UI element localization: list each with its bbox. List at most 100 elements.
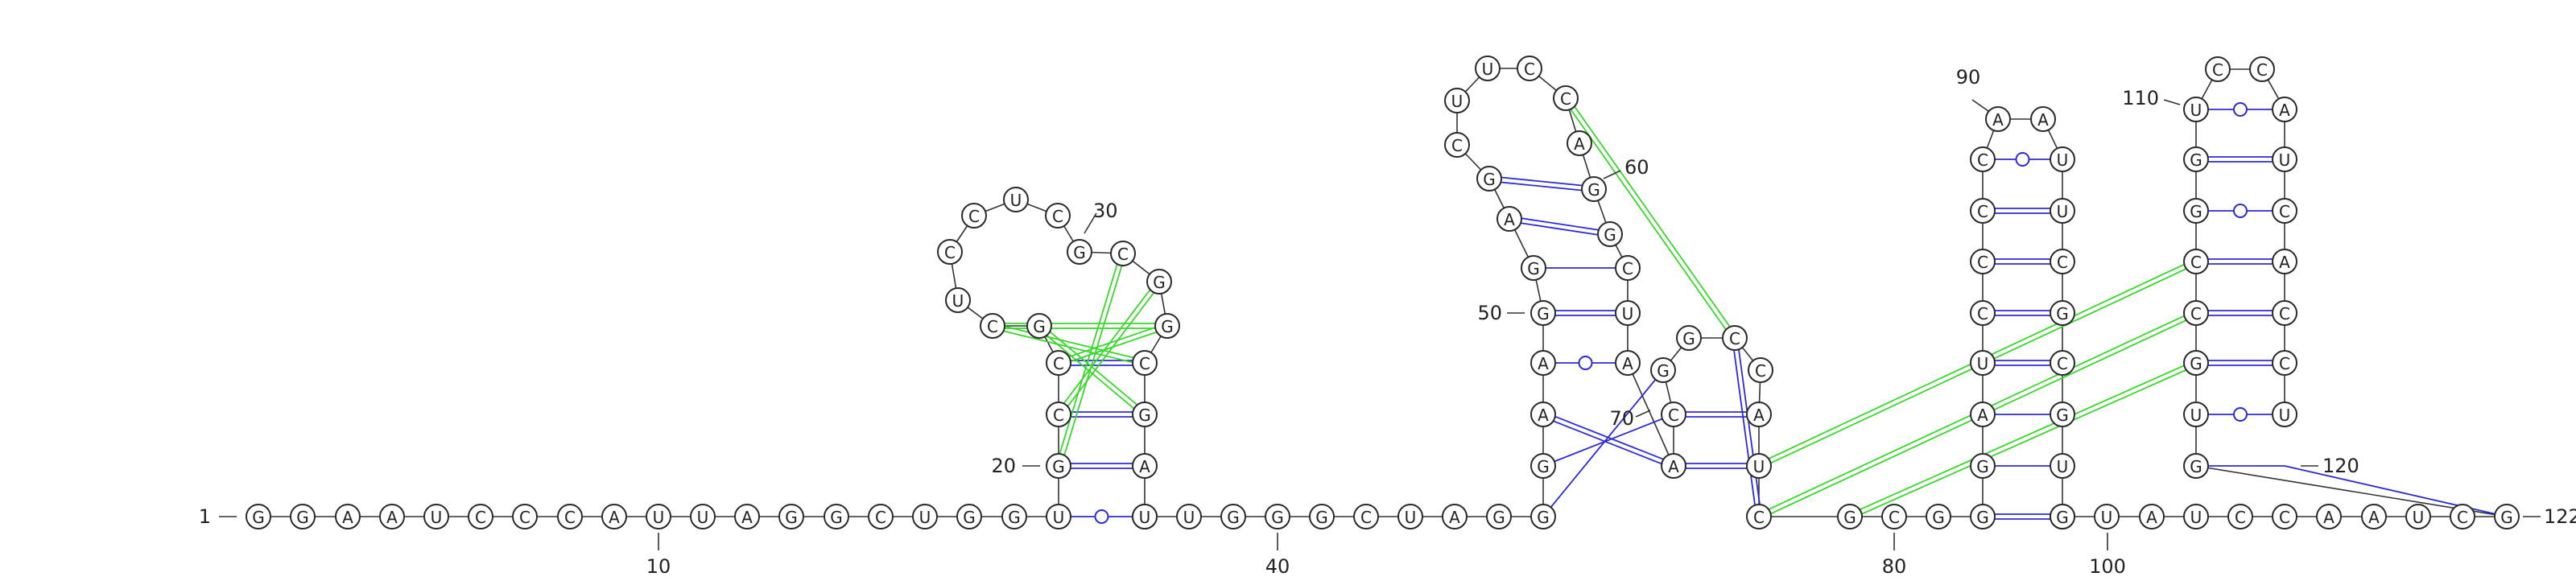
svg-text:C: C <box>2190 253 2202 272</box>
nucleotide-61: G <box>1581 176 1607 202</box>
svg-text:U: U <box>2279 150 2291 170</box>
position-tick <box>1603 170 1621 179</box>
nucleotide-4: A <box>379 504 405 529</box>
nucleotide-66: A <box>1661 453 1686 479</box>
nucleotide-16: U <box>912 504 938 529</box>
svg-text:A: A <box>342 508 353 527</box>
svg-text:A: A <box>386 508 398 527</box>
nucleotide-106: G <box>2494 504 2520 529</box>
svg-text:G: G <box>830 508 843 527</box>
nucleotide-51: G <box>1530 300 1556 326</box>
svg-text:C: C <box>2235 508 2246 527</box>
nucleotides: GGAAUCCCAUUAGGCUGGUGCCGCUCCUCGCGGCGAGUUG… <box>246 56 2520 529</box>
canonical-pair <box>1983 208 2062 214</box>
canonical-pair <box>1983 310 2062 316</box>
svg-text:U: U <box>2190 406 2202 425</box>
nucleotide-68: G <box>1650 357 1676 383</box>
nucleotide-52: G <box>1521 255 1546 281</box>
svg-text:G: G <box>1483 170 1496 189</box>
nucleotide-45: A <box>1442 504 1468 529</box>
nucleotide-26: C <box>937 239 963 265</box>
svg-text:U: U <box>697 508 709 527</box>
nucleotide-116: C <box>2249 56 2275 82</box>
nucleotide-24: C <box>980 313 1005 339</box>
nucleotide-115: C <box>2205 56 2231 82</box>
svg-text:G: G <box>2190 457 2202 476</box>
nucleotide-14: G <box>824 504 849 529</box>
position-tick <box>1635 410 1651 418</box>
nucleotide-27: C <box>961 203 987 229</box>
svg-text:G: G <box>1153 273 1166 292</box>
svg-text:C: C <box>987 317 998 336</box>
svg-text:C: C <box>1889 508 1900 527</box>
svg-text:U: U <box>2413 508 2425 527</box>
nucleotide-20: G <box>1046 453 1071 479</box>
svg-text:C: C <box>1053 354 1064 373</box>
nucleotide-101: C <box>2272 504 2297 529</box>
nucleotide-111: C <box>2183 249 2209 274</box>
nucleotide-47: G <box>1530 504 1556 529</box>
svg-text:U: U <box>1753 457 1765 476</box>
svg-text:C: C <box>2190 304 2202 323</box>
nucleotide-78: G <box>1970 504 1996 529</box>
svg-text:C: C <box>1139 354 1150 373</box>
nucleotide-7: C <box>512 504 538 529</box>
svg-text:G: G <box>963 508 976 527</box>
svg-text:C: C <box>1560 89 1571 109</box>
nucleotide-25: U <box>945 287 971 313</box>
svg-text:U: U <box>1405 508 1417 527</box>
svg-text:C: C <box>1117 245 1129 264</box>
nucleotide-30: G <box>1067 239 1092 265</box>
svg-text:U: U <box>952 291 964 311</box>
svg-text:A: A <box>1574 134 1585 154</box>
svg-text:A: A <box>2146 508 2157 527</box>
svg-text:C: C <box>1977 253 1988 272</box>
position-label: 1 <box>199 505 211 528</box>
nucleotide-3: A <box>335 504 361 529</box>
svg-text:U: U <box>2279 406 2291 425</box>
svg-text:A: A <box>1668 457 1679 476</box>
svg-text:C: C <box>968 207 980 226</box>
position-label: 10 <box>646 555 671 578</box>
nucleotide-33: G <box>1154 313 1180 339</box>
canonical-pair <box>2196 360 2285 366</box>
svg-text:C: C <box>1977 304 1988 323</box>
svg-text:G: G <box>1537 457 1550 476</box>
wobble-pair <box>1543 356 1628 370</box>
nucleotide-54: G <box>1476 166 1502 192</box>
nucleotide-50: A <box>1530 350 1556 376</box>
svg-text:G: G <box>1052 457 1065 476</box>
nucleotide-85: C <box>1970 146 1996 172</box>
canonical-pair <box>2196 258 2285 265</box>
base-pairs <box>992 96 2508 524</box>
svg-text:G: G <box>1682 329 1695 348</box>
pseudoknot-pair <box>1055 252 1126 468</box>
nucleotide-117: A <box>2272 97 2297 122</box>
nucleotide-120: A <box>2272 249 2297 274</box>
svg-text:G: G <box>2190 150 2202 170</box>
position-label: 90 <box>1956 66 1981 89</box>
canonical-pair <box>1488 175 1595 192</box>
nucleotide-18: G <box>1001 504 1027 529</box>
position-label: 80 <box>1882 555 1907 578</box>
nucleotide-57: U <box>1475 56 1501 81</box>
svg-text:G: G <box>1271 508 1284 527</box>
svg-text:G: G <box>2056 508 2069 527</box>
nucleotide-74: C <box>1746 504 1772 529</box>
nucleotide-43: C <box>1353 504 1379 529</box>
nucleotide-35: G <box>1132 402 1158 427</box>
nucleotide-86: A <box>1985 106 2011 132</box>
canonical-pair <box>1542 411 1675 469</box>
svg-text:G: G <box>1604 225 1616 245</box>
pseudoknot-pair <box>1563 96 1738 340</box>
svg-text:U: U <box>1451 92 1463 111</box>
svg-text:C: C <box>1052 207 1063 226</box>
nucleotide-70: C <box>1722 325 1748 351</box>
nucleotide-46: G <box>1486 504 1512 529</box>
backbone-segment <box>1627 362 1674 467</box>
svg-text:C: C <box>1729 329 1740 348</box>
svg-text:G: G <box>2500 508 2513 527</box>
position-label: 100 <box>2089 555 2126 578</box>
svg-text:G: G <box>1932 508 1945 527</box>
